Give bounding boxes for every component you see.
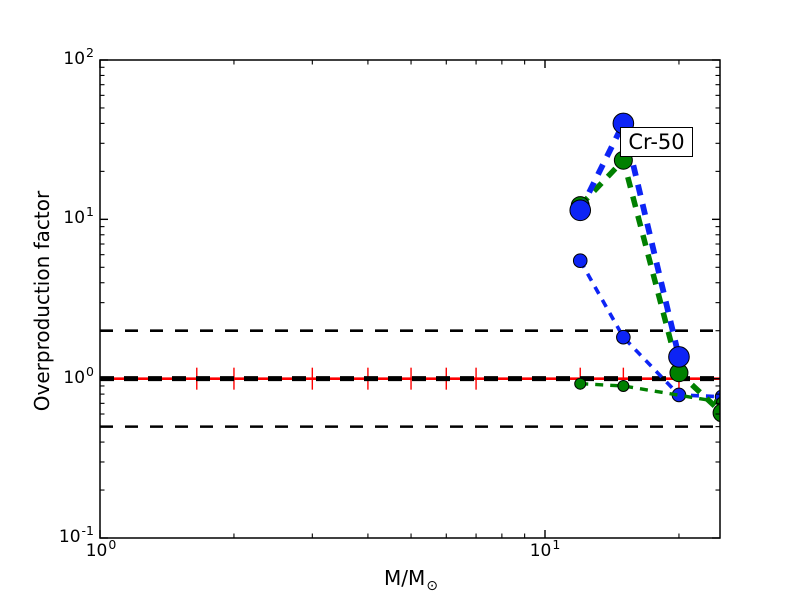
tick-exponent: 1 — [552, 537, 561, 552]
tick-exponent: 0 — [108, 537, 117, 552]
x-axis-label-text: M/M — [384, 566, 426, 590]
y-tick-label-1: 100 — [63, 364, 94, 389]
tick-exponent: -1 — [81, 523, 94, 538]
sun-symbol: ⊙ — [426, 578, 438, 594]
tick-exponent: 2 — [86, 45, 94, 60]
tick-base: 10 — [63, 368, 86, 388]
x-axis-label: M/M⊙ — [384, 566, 438, 594]
tick-base: 10 — [63, 49, 86, 69]
x-tick-label-1: 100 — [85, 537, 117, 562]
tick-exponent: 1 — [86, 204, 94, 219]
tick-base: 10 — [63, 208, 86, 228]
y-axis-label: Overproduction factor — [30, 190, 54, 412]
tick-exponent: 0 — [86, 364, 94, 379]
y-tick-label-0-1: 10-1 — [58, 523, 94, 548]
x-tick-label-10: 101 — [529, 537, 561, 562]
tick-base: 10 — [85, 541, 108, 561]
y-tick-label-100: 102 — [63, 45, 94, 70]
tick-base: 10 — [58, 527, 81, 547]
isotope-annotation-box: Cr-50 — [620, 127, 693, 157]
tick-base: 10 — [529, 541, 552, 561]
y-tick-label-10: 101 — [63, 204, 94, 229]
